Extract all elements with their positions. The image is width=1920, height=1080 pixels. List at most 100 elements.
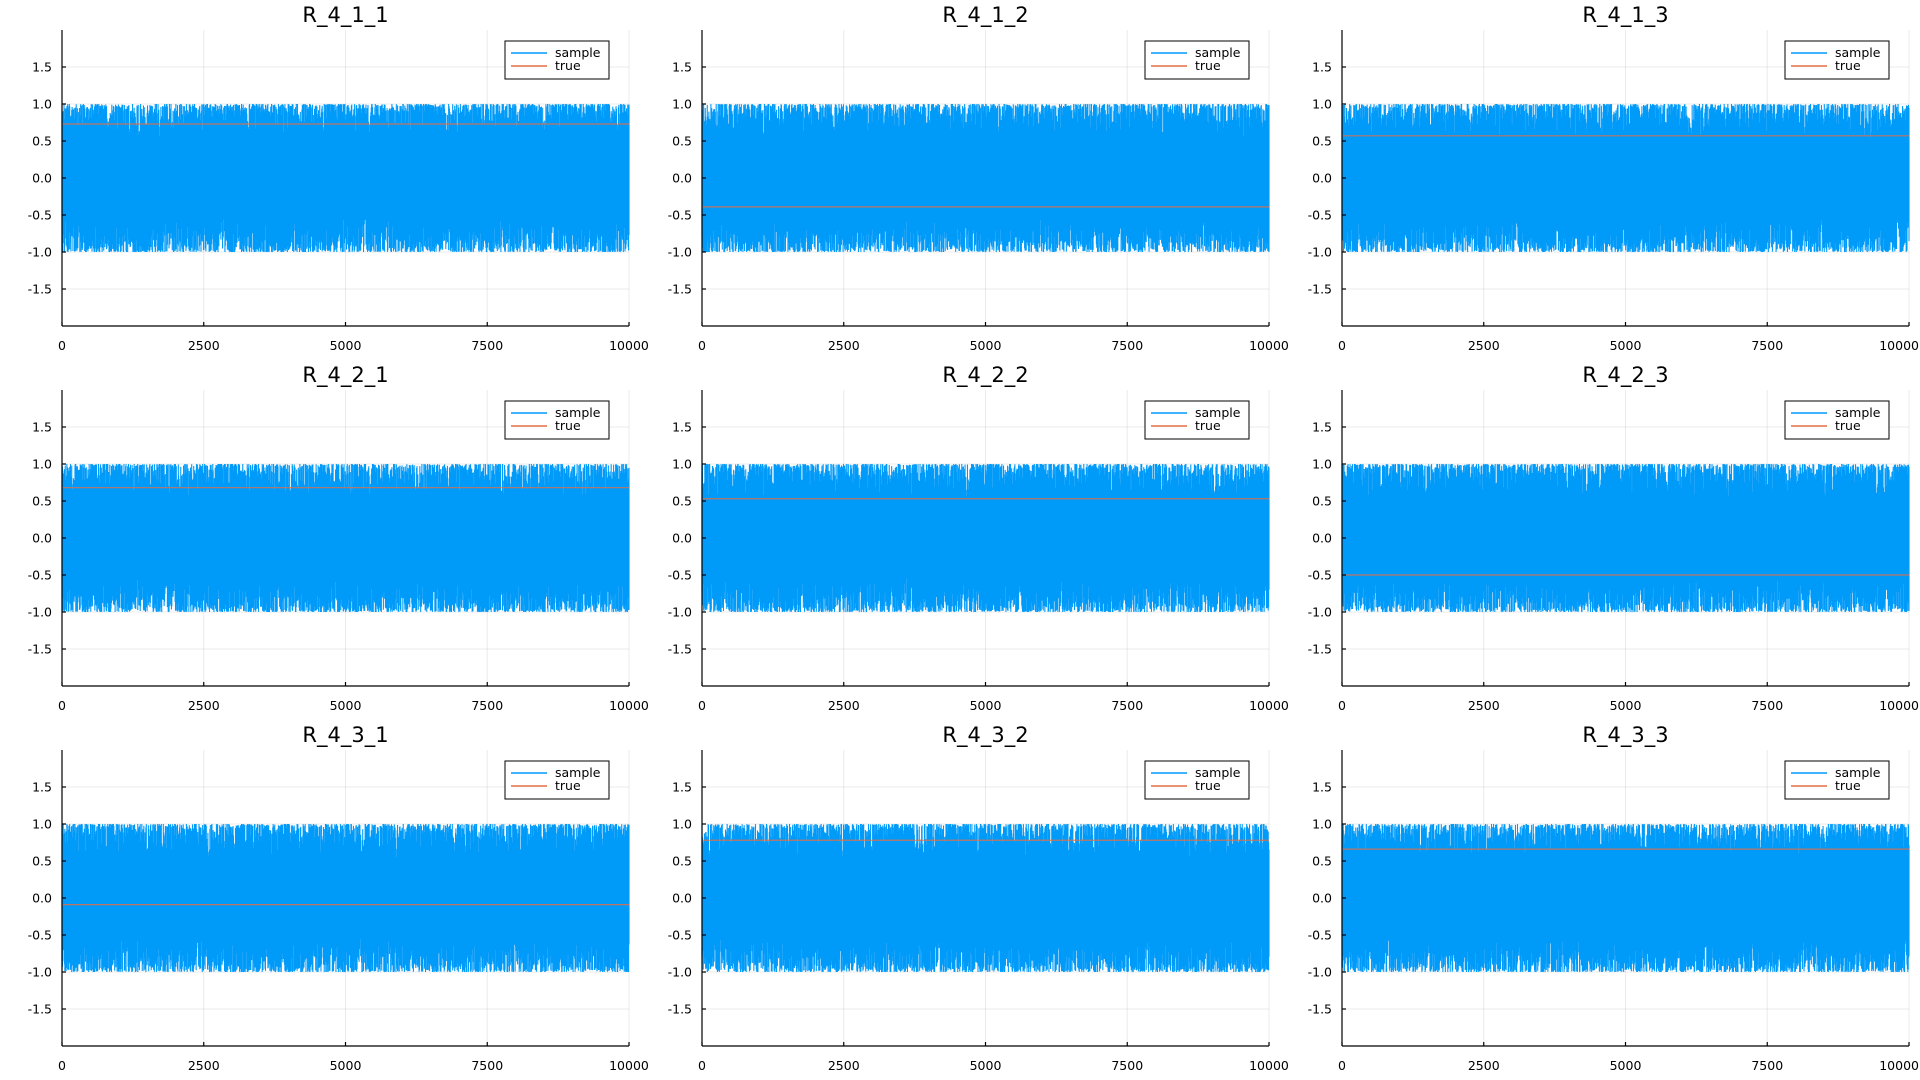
sample-trace — [1341, 824, 1910, 972]
sample-trace — [701, 824, 1270, 972]
subplot-1: R_4_1_1 0 2500 5000 7500 10000 1.5 1.0 0.5 0.0 -0.… — [28, 3, 649, 353]
x-tick-label: 5000 — [330, 1058, 362, 1073]
y-tick-label: 1.5 — [672, 780, 692, 795]
x-tick-label: 10000 — [609, 1058, 649, 1073]
y-tick-label: 1.0 — [672, 457, 692, 472]
x-tick-label: 10000 — [1879, 698, 1919, 713]
y-tick-label: 1.5 — [1312, 780, 1332, 795]
legend-label-true: true — [555, 778, 581, 793]
y-tick-label: 0.0 — [32, 171, 52, 186]
plot-title: R_4_2_2 — [942, 363, 1028, 388]
legend-label-sample: sample — [1835, 765, 1881, 780]
plot-title: R_4_2_3 — [1582, 363, 1668, 388]
x-tick-label: 10000 — [1249, 338, 1289, 353]
sample-trace — [61, 824, 630, 972]
y-tick-label: -1.0 — [668, 965, 692, 980]
x-tick-label: 10000 — [609, 338, 649, 353]
x-tick-label: 2500 — [1468, 1058, 1500, 1073]
y-tick-label: 1.0 — [1312, 97, 1332, 112]
x-tick-label: 2500 — [828, 698, 860, 713]
legend-box — [1144, 400, 1250, 440]
y-tick-label: 0.5 — [32, 854, 52, 869]
legend-box — [504, 760, 610, 800]
y-tick-label: -1.0 — [1308, 605, 1332, 620]
y-tick-label: 0.0 — [672, 891, 692, 906]
x-tick-label: 10000 — [1249, 698, 1289, 713]
x-tick-label: 5000 — [970, 338, 1002, 353]
x-tick-label: 0 — [58, 1058, 66, 1073]
x-tick-label: 5000 — [330, 698, 362, 713]
x-tick-label: 2500 — [188, 338, 220, 353]
y-tick-label: 0.5 — [1312, 494, 1332, 509]
legend-box — [1784, 760, 1890, 800]
x-tick-label: 10000 — [1879, 1058, 1919, 1073]
y-tick-label: -1.5 — [1308, 282, 1332, 297]
y-tick-label: -1.0 — [28, 605, 52, 620]
legend-label-sample: sample — [1195, 405, 1241, 420]
y-tick-label: -0.5 — [28, 568, 52, 583]
y-tick-label: -1.5 — [668, 1002, 692, 1017]
legend-box — [1144, 760, 1250, 800]
legend-label-true: true — [1835, 418, 1861, 433]
y-tick-label: -1.5 — [28, 282, 52, 297]
y-tick-label: 0.5 — [1312, 854, 1332, 869]
legend-label-sample: sample — [1195, 45, 1241, 60]
y-tick-label: 1.5 — [1312, 420, 1332, 435]
y-tick-label: -1.0 — [668, 605, 692, 620]
x-tick-label: 7500 — [471, 338, 503, 353]
y-tick-label: 0.5 — [672, 494, 692, 509]
x-tick-label: 5000 — [1610, 698, 1642, 713]
y-tick-label: -1.0 — [668, 245, 692, 260]
plot-title: R_4_1_1 — [302, 3, 388, 28]
y-tick-label: -1.0 — [28, 965, 52, 980]
y-tick-label: 1.0 — [32, 97, 52, 112]
x-tick-label: 0 — [58, 698, 66, 713]
legend-label-true: true — [1195, 418, 1221, 433]
y-tick-label: -0.5 — [28, 208, 52, 223]
y-tick-label: -0.5 — [1308, 208, 1332, 223]
x-tick-label: 5000 — [970, 698, 1002, 713]
x-tick-label: 7500 — [1111, 698, 1143, 713]
y-tick-label: -0.5 — [28, 928, 52, 943]
legend-label-true: true — [555, 418, 581, 433]
y-tick-label: 1.0 — [32, 817, 52, 832]
legend-box — [504, 40, 610, 80]
x-tick-label: 0 — [1338, 1058, 1346, 1073]
plot-title: R_4_3_3 — [1582, 723, 1668, 748]
legend-box — [1784, 400, 1890, 440]
x-tick-label: 5000 — [1610, 338, 1642, 353]
y-tick-label: 0.0 — [1312, 891, 1332, 906]
sample-trace — [61, 464, 630, 612]
x-tick-label: 0 — [1338, 698, 1346, 713]
legend-label-sample: sample — [555, 45, 601, 60]
y-tick-label: -1.5 — [668, 282, 692, 297]
sample-trace — [701, 104, 1270, 252]
x-tick-label: 2500 — [828, 1058, 860, 1073]
y-tick-label: 1.5 — [672, 60, 692, 75]
plot-title: R_4_3_2 — [942, 723, 1028, 748]
y-tick-label: 0.5 — [32, 134, 52, 149]
y-tick-label: 0.0 — [672, 171, 692, 186]
y-tick-label: -0.5 — [1308, 928, 1332, 943]
y-tick-label: -1.0 — [1308, 245, 1332, 260]
legend-label-true: true — [555, 58, 581, 73]
sample-trace — [1341, 464, 1910, 612]
y-tick-label: 1.0 — [1312, 817, 1332, 832]
y-tick-label: 1.5 — [32, 420, 52, 435]
legend-box — [1784, 40, 1890, 80]
legend-label-true: true — [1195, 58, 1221, 73]
subplot-8: R_4_3_2 0 2500 5000 7500 10000 1.5 1.0 0.5 0.0 -0.… — [668, 723, 1289, 1073]
x-tick-label: 2500 — [188, 1058, 220, 1073]
x-tick-label: 2500 — [828, 338, 860, 353]
x-tick-label: 7500 — [1751, 1058, 1783, 1073]
legend-box — [1144, 40, 1250, 80]
subplot-7: R_4_3_1 0 2500 5000 7500 10000 1.5 1.0 0.5 0.0 -0.… — [28, 723, 649, 1073]
y-tick-label: 1.0 — [672, 817, 692, 832]
x-tick-label: 0 — [58, 338, 66, 353]
plot-title: R_4_3_1 — [302, 723, 388, 748]
subplot-6: R_4_2_3 0 2500 5000 7500 10000 1.5 1.0 0.5 0.0 -0.… — [1308, 363, 1919, 713]
sample-trace — [61, 104, 630, 252]
